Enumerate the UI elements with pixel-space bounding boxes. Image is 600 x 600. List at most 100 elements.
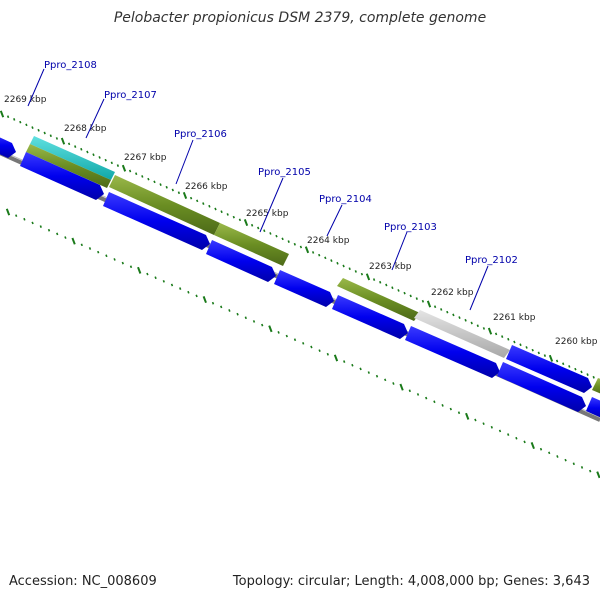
tick-minor [580,466,584,469]
tick-major [333,354,339,362]
gene-leader-line [259,177,284,233]
gene-label[interactable]: Ppro_2104 [319,194,372,205]
tick-minor [537,351,540,355]
tick-major [60,137,66,145]
tick-major [202,296,207,304]
tick-minor [572,462,575,466]
cds-arrow [497,362,586,412]
feature-bar-olive [109,175,220,235]
tick-minor [379,280,382,284]
tick-minor [6,115,10,119]
tick-major [365,273,371,281]
tick-minor [105,254,108,258]
gene-leader-line [27,68,45,107]
tick-major [304,246,310,254]
cds-arrow [103,192,210,250]
tick-minor [189,196,193,200]
tick-label: 2269 kbp [4,95,47,105]
tick-minor [277,331,280,334]
tick-minor [531,348,534,352]
feature-bar-cyan [30,136,115,180]
tick-minor [113,258,116,261]
tick-minor [515,436,518,440]
tick-minor [507,337,510,341]
tick-minor [580,370,583,374]
tick-major [71,237,76,245]
gene-label[interactable]: Ppro_2108 [44,60,97,71]
gene-leader-line [175,139,194,185]
tick-minor [220,210,223,214]
tick-major [530,442,535,450]
tick-minor [153,180,156,184]
tick-minor [449,407,452,411]
tick-minor [92,153,95,157]
gene-label[interactable]: Ppro_2107 [104,90,157,101]
tick-minor [464,318,467,322]
tick-label: 2264 kbp [307,236,350,246]
tick-minor [232,215,235,219]
tick-minor [433,400,436,404]
tick-minor [171,188,174,192]
gene-leader-line [85,98,105,139]
tick-minor [494,332,498,336]
tick-minor [196,199,199,203]
tick-minor [556,455,559,458]
tick-minor [482,422,485,425]
tick-minor [501,335,504,338]
tick-minor [56,232,59,236]
tick-minor [220,305,223,309]
tick-minor [415,297,418,300]
tick-minor [211,301,215,305]
tick-minor [116,164,120,167]
tick-minor [47,228,51,232]
tick-minor [281,237,284,241]
tick-minor [470,321,473,325]
tick-minor [104,158,107,162]
tick-label: 2262 kbp [431,288,474,298]
tick-minor [135,172,138,176]
cds-arrow [20,152,104,200]
tick-minor [23,217,26,221]
tick-minor [416,393,420,396]
tick-major [5,208,11,216]
genome-summary-text: Topology: circular; Length: 4,008,000 bp… [232,574,590,589]
feature-track [26,136,600,394]
tick-row-outer [0,110,600,382]
tick-minor [562,362,565,366]
gene-label[interactable]: Ppro_2103 [384,222,437,233]
tick-minor [446,310,449,314]
tick-minor [128,169,132,173]
tick-minor [523,440,526,444]
feature-bar-olive [592,378,600,394]
tick-minor [409,294,412,298]
tick-minor [543,354,547,357]
tick-minor [141,175,144,178]
tick-minor [195,294,198,298]
tick-minor [589,469,592,473]
tick-minor [519,343,522,347]
tick-minor [310,345,313,349]
tick-minor [498,429,502,433]
tick-minor [88,247,92,250]
tick-minor [121,261,124,265]
tick-minor [19,120,22,124]
tick-minor [507,433,510,436]
tick-minor [391,286,394,290]
tick-label: 2261 kbp [493,313,536,323]
tick-minor [257,226,260,230]
tick-minor [360,272,364,276]
gene-label[interactable]: Ppro_2105 [258,167,311,178]
tick-minor [421,299,425,303]
tick-minor [236,312,239,316]
tick-minor [238,218,242,222]
tick-minor [146,272,149,276]
gene-label[interactable]: Ppro_2106 [174,129,227,140]
tick-row-inner [5,208,600,479]
tick-minor [425,396,428,400]
gene-label-leaders [27,68,489,311]
tick-minor [25,123,28,127]
tick-minor [586,373,589,376]
tick-minor [482,327,486,330]
gene-label[interactable]: Ppro_2102 [465,255,518,266]
tick-major [268,325,273,333]
